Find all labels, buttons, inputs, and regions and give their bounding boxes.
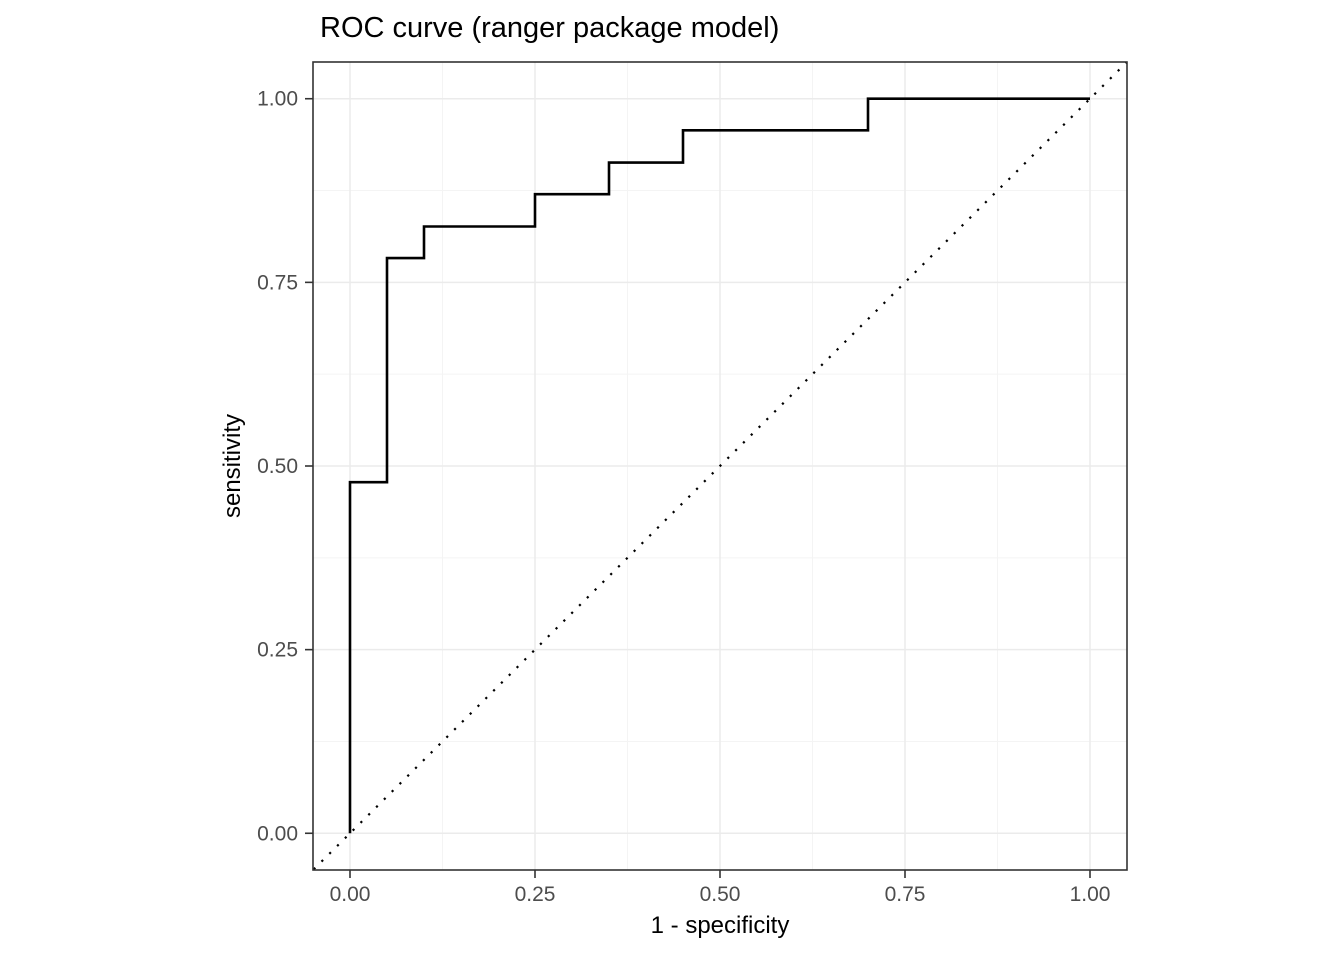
y-axis-tick-label: 0.00	[257, 822, 298, 845]
chance-diagonal-line	[312, 61, 1128, 871]
chart-title: ROC curve (ranger package model)	[320, 12, 780, 44]
x-axis-tick-label: 0.00	[330, 883, 371, 906]
roc-step-curve-line	[348, 97, 1090, 834]
x-axis-tick-label: 1.00	[1070, 883, 1111, 906]
x-axis-tick-label: 0.50	[700, 883, 741, 906]
y-axis-title: sensitivity	[219, 413, 246, 519]
y-axis-tick-label: 1.00	[257, 88, 298, 111]
x-axis-tick-label: 0.25	[515, 883, 556, 906]
x-axis-tick-label: 0.75	[885, 883, 926, 906]
x-axis-title: 1 - specificity	[650, 912, 790, 939]
y-axis-tick-label: 0.75	[257, 271, 298, 294]
y-axis-tick-label: 0.25	[257, 639, 298, 662]
y-axis-tick-label: 0.50	[257, 455, 298, 478]
